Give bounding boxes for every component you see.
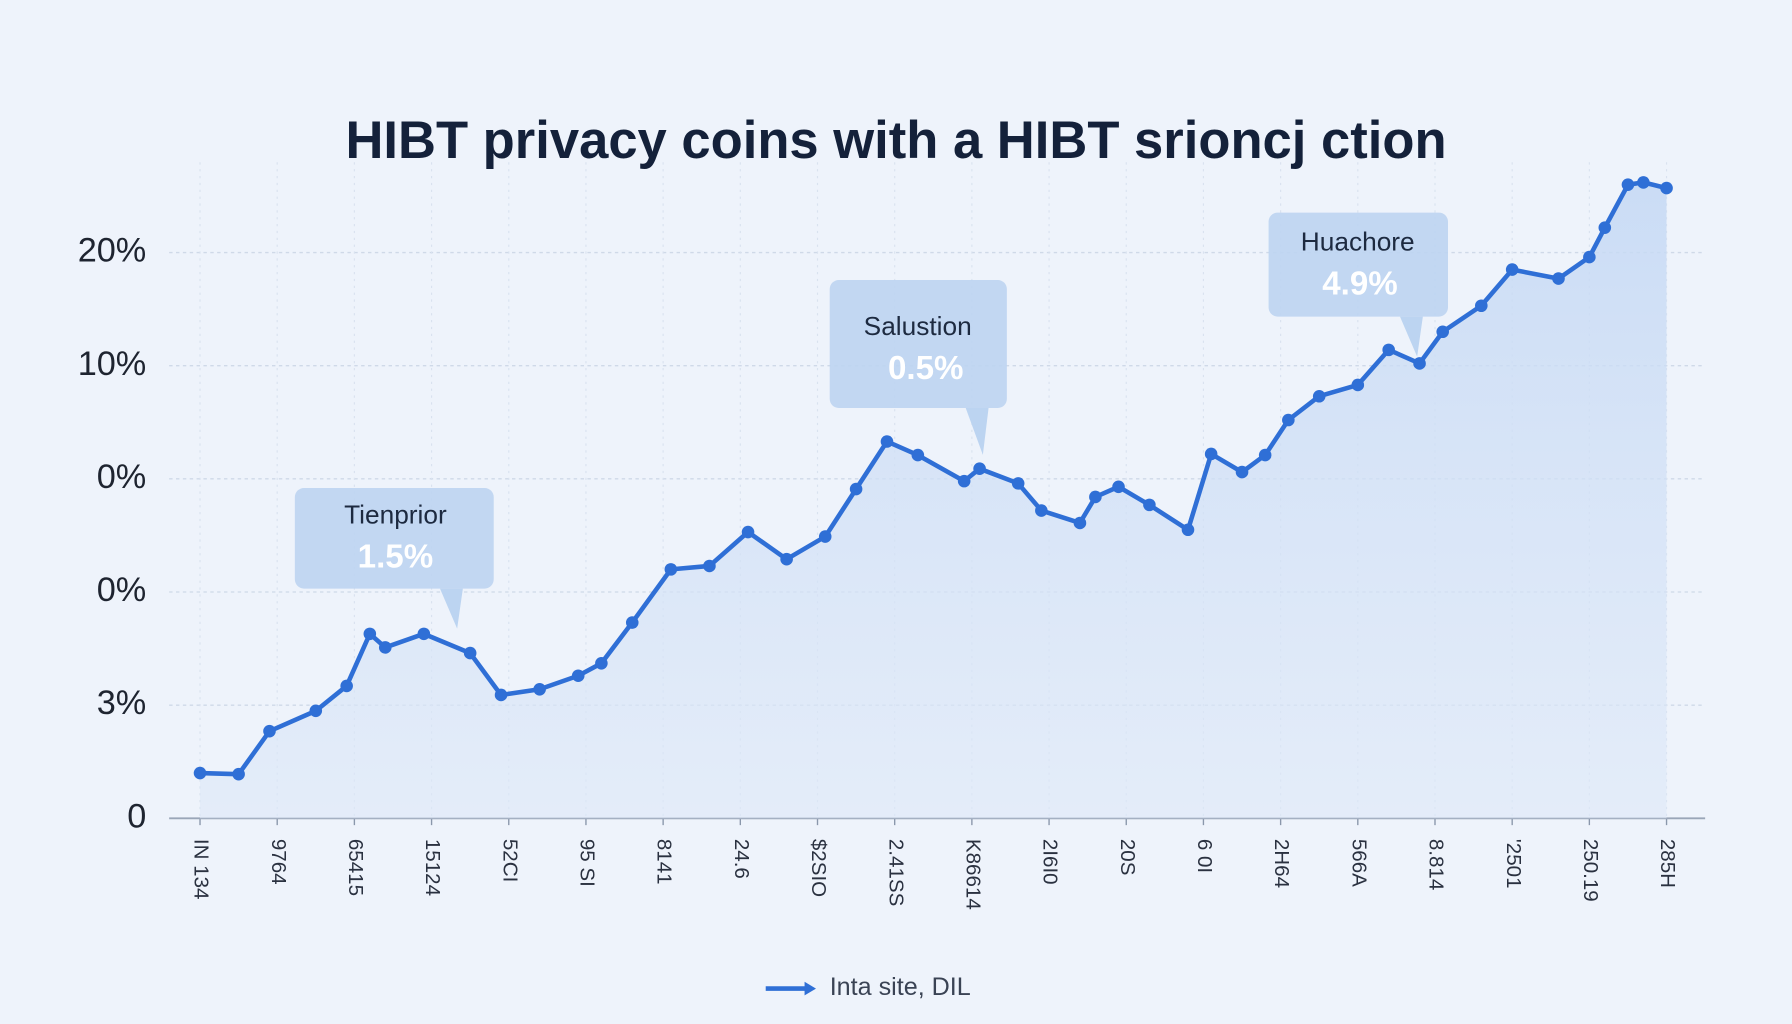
x-tick-label: 285H: [1656, 839, 1679, 888]
point: [417, 627, 431, 641]
callout-box: [829, 280, 1007, 408]
point: [1621, 178, 1635, 191]
callout-value: 0.5%: [888, 350, 964, 387]
y-tick-label: 0%: [97, 458, 147, 496]
point: [193, 766, 207, 780]
callout-box: [1268, 212, 1448, 317]
point: [880, 435, 894, 448]
callout: Salustion 0.5%: [829, 280, 1007, 455]
callout-pointer: [1400, 316, 1423, 357]
x-tick-label: 250.19: [1579, 839, 1602, 902]
point: [363, 627, 377, 641]
x-tick-label: 9764: [267, 839, 290, 885]
callout-title: Huachore: [1301, 226, 1415, 256]
x-tick-label: 8.814: [1425, 839, 1448, 890]
point: [1035, 504, 1048, 517]
y-tick-label: 3%: [97, 684, 147, 722]
x-tick-label: $2SIO: [807, 839, 830, 897]
point: [1312, 389, 1326, 403]
point: [340, 679, 353, 693]
x-tick-label: 2I6I0: [1039, 839, 1062, 885]
x-tick-label: 6 0I: [1193, 839, 1216, 873]
x-tick-label: 65415: [344, 839, 367, 896]
point: [263, 724, 276, 738]
point: [780, 552, 793, 566]
x-tick-label: 15124: [421, 839, 444, 896]
x-tick-label: '2501: [1502, 839, 1525, 889]
point: [1282, 413, 1295, 427]
legend: Inta site, DIL: [765, 973, 971, 1001]
point: [1552, 272, 1565, 285]
plot: [193, 176, 1673, 819]
callout-value: 1.5%: [358, 539, 434, 576]
point: [818, 530, 832, 543]
point: [378, 641, 392, 654]
x-tick-label: 24.6: [730, 839, 753, 879]
point: [1011, 477, 1025, 490]
point: [595, 656, 608, 670]
point: [1475, 299, 1488, 313]
x-tick-label: 8141: [653, 839, 676, 885]
callout: Huachore 4.9%: [1268, 212, 1448, 357]
point: [494, 688, 508, 702]
point: [1660, 181, 1673, 195]
point: [571, 669, 585, 683]
callout-title: Salustion: [864, 311, 972, 341]
x-tick-label: 2H64: [1270, 839, 1293, 888]
x-tick-label: 95 SI: [576, 839, 599, 887]
y-tick-label: 20%: [78, 232, 147, 270]
point: [309, 704, 323, 718]
point: [1181, 523, 1195, 537]
point: [911, 448, 925, 462]
point: [1073, 516, 1087, 530]
point: [973, 462, 986, 475]
x-tick-label: 2.41SS: [884, 839, 907, 906]
point: [1235, 465, 1249, 479]
callout-pointer: [965, 408, 989, 455]
point: [664, 563, 678, 576]
callout-box: [294, 488, 494, 589]
point: [957, 474, 971, 488]
point: [1258, 448, 1272, 462]
x-tick-label: 566A: [1347, 839, 1370, 887]
point: [1089, 490, 1102, 504]
line: [197, 180, 1669, 777]
point: [1637, 176, 1650, 189]
chart-title: HIBT privacy coins with a HIBT srioncj c…: [345, 111, 1446, 170]
y-tick-label: 10%: [78, 345, 147, 383]
point: [1436, 325, 1449, 339]
point: [533, 683, 546, 696]
callout-title: Tienprior: [344, 500, 447, 530]
legend-label: Inta site, DIL: [830, 973, 971, 1001]
x-tick-label: 20S: [1116, 839, 1139, 876]
callout: Tienprior 1.5%: [294, 488, 494, 629]
callout-pointer: [440, 588, 463, 629]
x-tick-label: 52CI: [498, 839, 521, 882]
point: [1112, 480, 1125, 494]
area: [200, 182, 1667, 819]
point: [1413, 357, 1426, 370]
point: [1143, 498, 1156, 512]
point: [849, 482, 863, 496]
point: [1505, 263, 1519, 276]
y-tick-label: 0: [127, 797, 146, 835]
point: [1204, 447, 1218, 461]
y-tick-label: 0%: [97, 571, 147, 609]
point: [1598, 221, 1612, 234]
x-tick-label: K86614: [961, 839, 984, 910]
point: [232, 767, 245, 781]
point: [741, 525, 755, 539]
point: [625, 616, 639, 629]
callout-value: 4.9%: [1322, 265, 1398, 302]
point: [1382, 343, 1395, 357]
point: [703, 559, 716, 573]
point: [463, 646, 477, 660]
point: [1583, 250, 1596, 264]
legend-arrow: [804, 981, 816, 996]
x-tick-label: IN 134: [190, 839, 213, 900]
point: [1351, 378, 1365, 392]
